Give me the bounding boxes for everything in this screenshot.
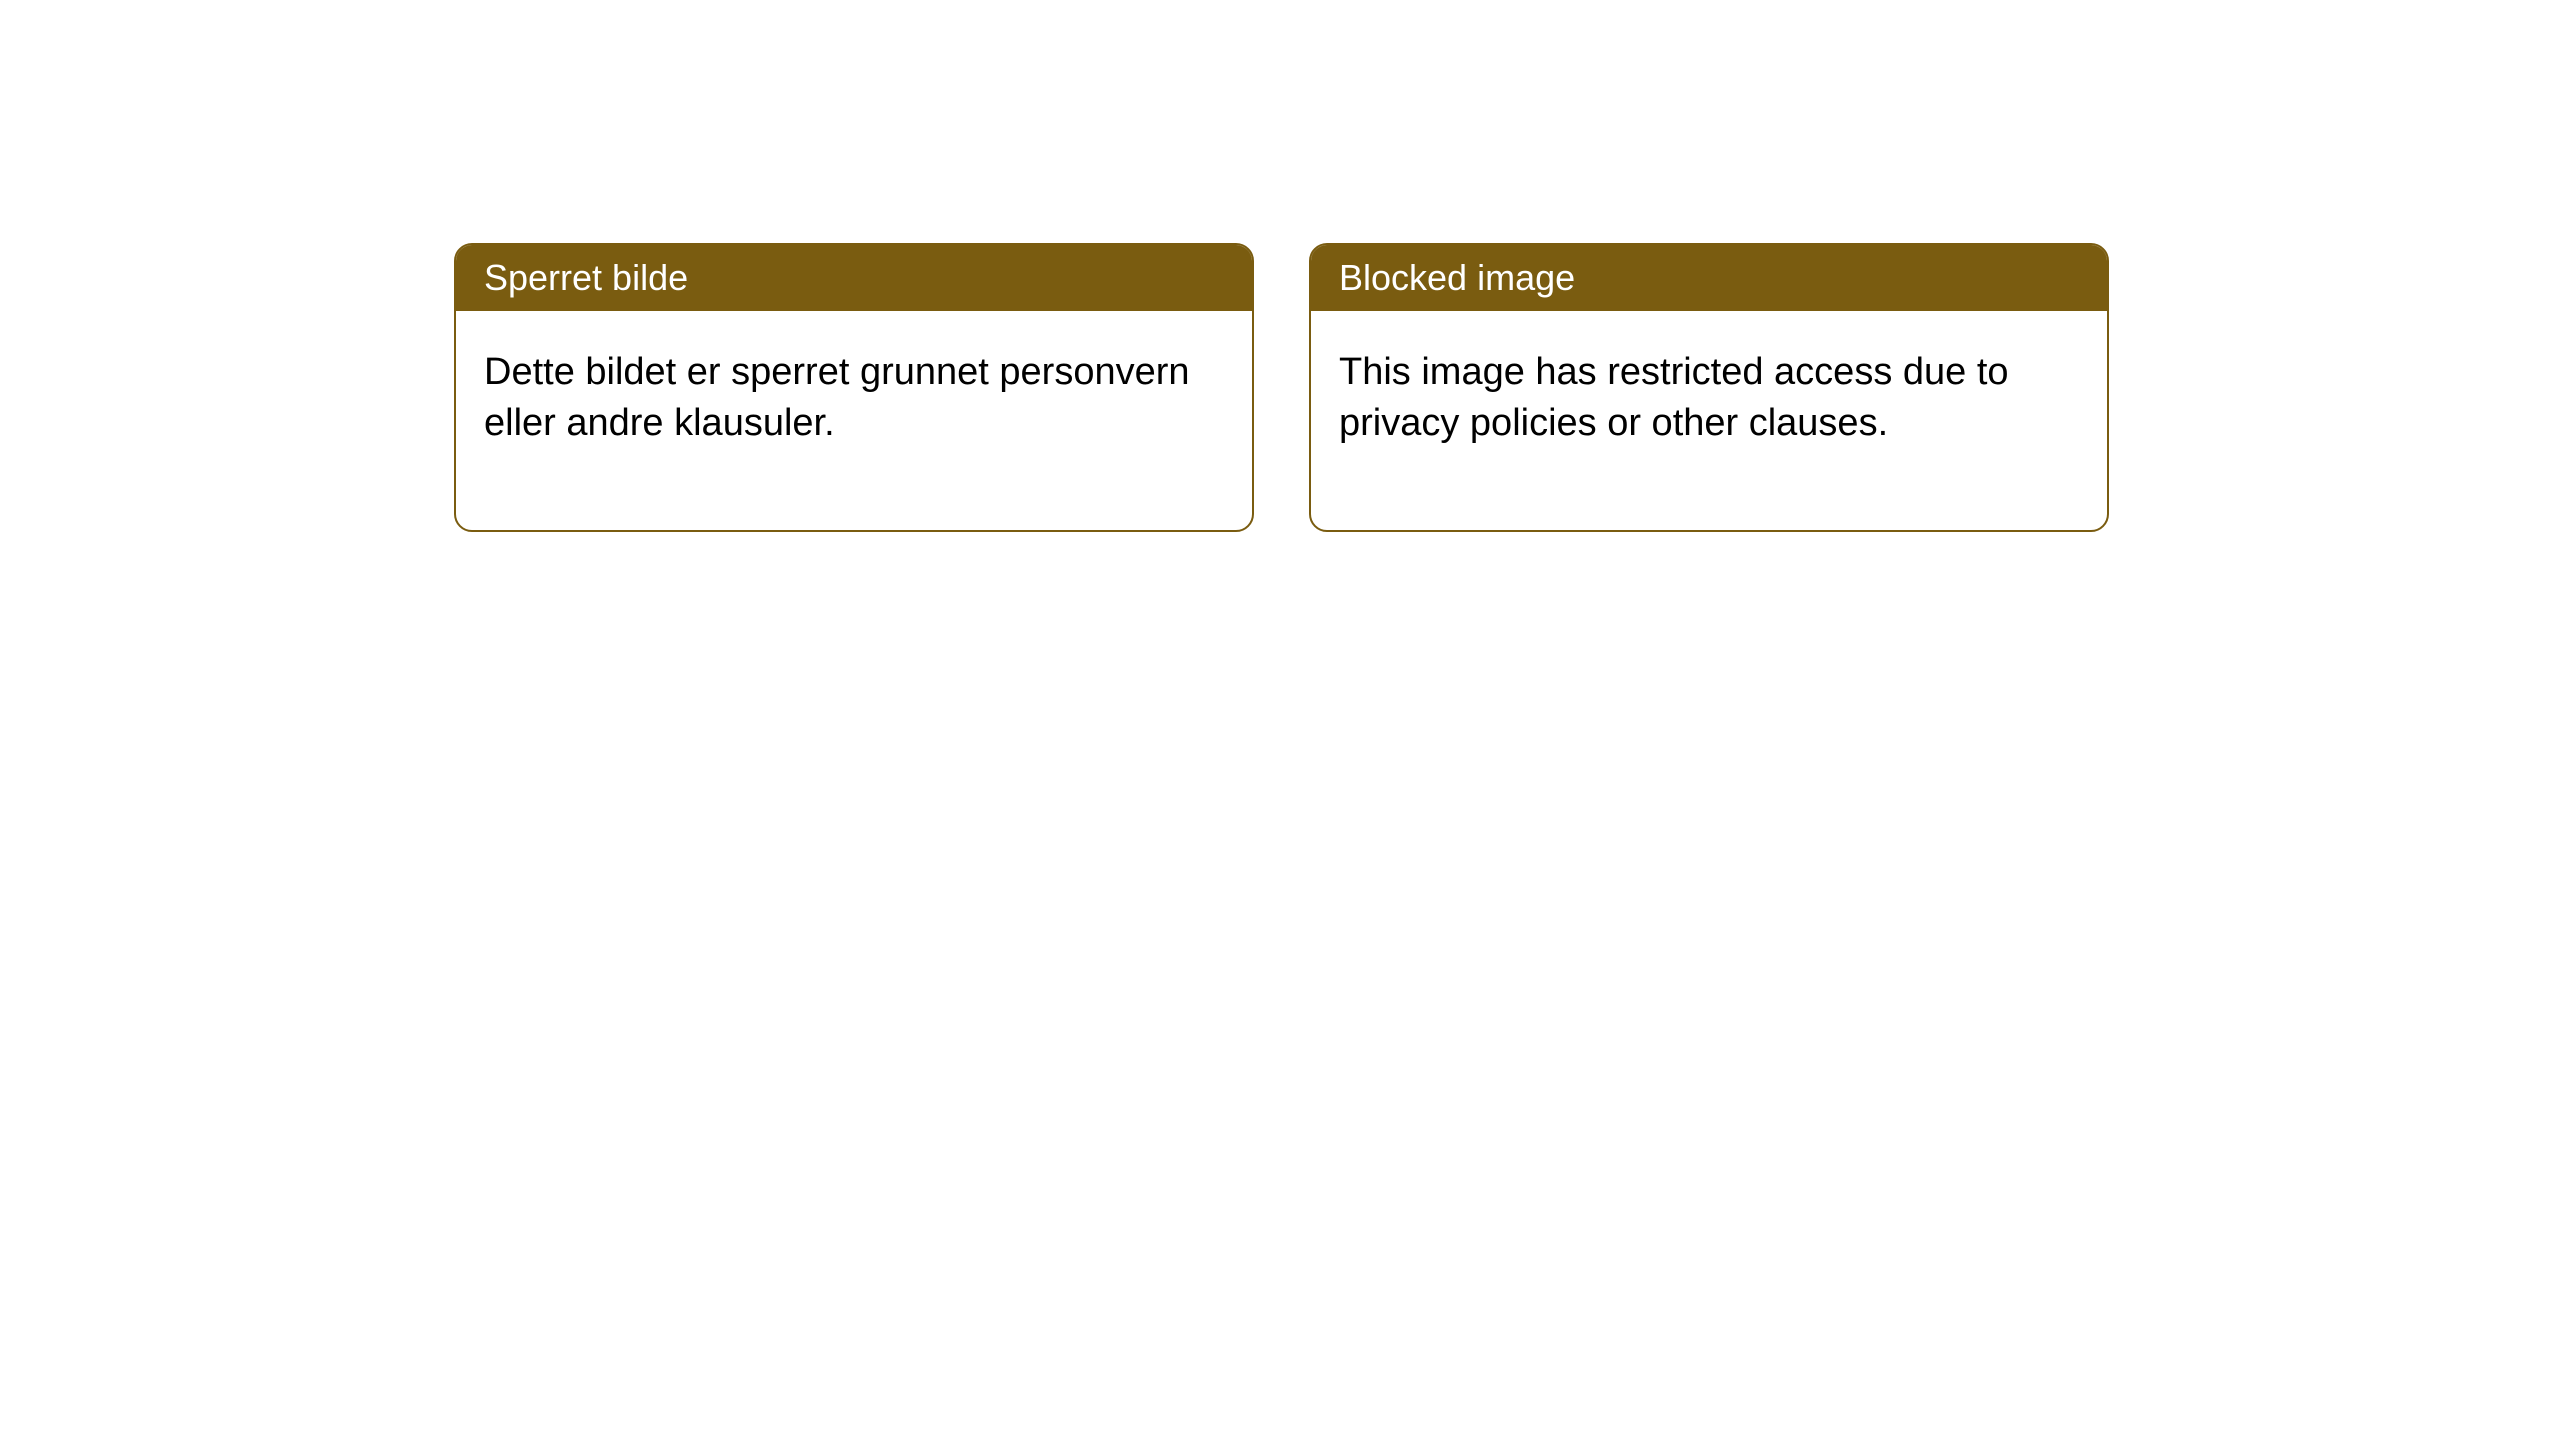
notice-card-english: Blocked image This image has restricted … bbox=[1309, 243, 2109, 532]
notice-body-english: This image has restricted access due to … bbox=[1311, 311, 2107, 530]
notice-container: Sperret bilde Dette bildet er sperret gr… bbox=[0, 0, 2560, 532]
notice-body-norwegian: Dette bildet er sperret grunnet personve… bbox=[456, 311, 1252, 530]
notice-title-english: Blocked image bbox=[1311, 245, 2107, 311]
notice-card-norwegian: Sperret bilde Dette bildet er sperret gr… bbox=[454, 243, 1254, 532]
notice-title-norwegian: Sperret bilde bbox=[456, 245, 1252, 311]
